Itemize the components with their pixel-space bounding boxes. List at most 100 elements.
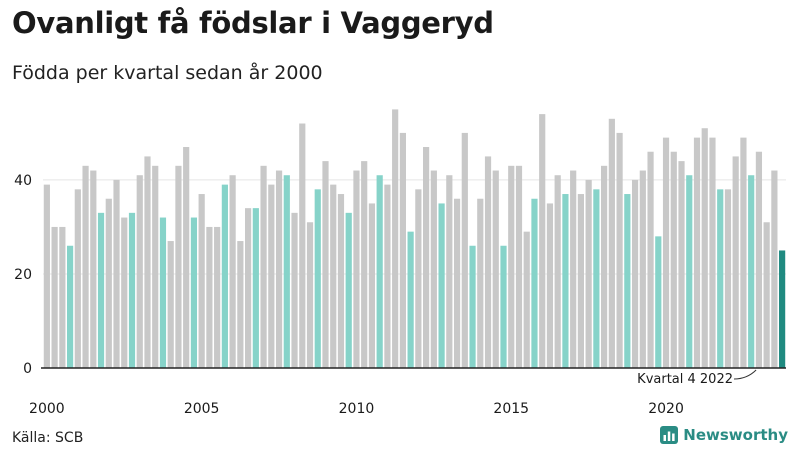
bar: 2006 Q1: 41	[229, 175, 236, 368]
chart-title: Ovanligt få födslar i Vaggeryd	[12, 6, 494, 40]
bar: 2012 Q2: 47	[423, 147, 430, 368]
bar: 2015 Q2: 43	[515, 165, 523, 368]
bar: 2021 Q2: 51	[701, 128, 708, 368]
y-tick-label: 40	[14, 173, 32, 189]
bar: 2005 Q3: 30	[214, 226, 221, 368]
bar: 2014 Q2: 45	[484, 156, 492, 368]
bar: 2018 Q2: 53	[608, 118, 615, 368]
bar: 2006 Q2: 27	[237, 241, 244, 368]
bar: 2017 Q1: 42	[570, 170, 577, 368]
bar: 2016 Q2: 35	[546, 203, 554, 368]
newsworthy-logo-icon	[660, 426, 679, 444]
annotation: Kvartal 4 2022	[637, 369, 757, 387]
source-note: Källa: SCB	[12, 430, 84, 446]
bar: 2014 Q3: 42	[492, 170, 499, 368]
bar: 2010 Q3: 35	[368, 203, 376, 368]
bars: 2000 Q1: 392000 Q2: 302000 Q3: 302000 Q4…	[43, 109, 786, 369]
bar: 2016 Q3: 41	[554, 175, 561, 368]
bar: 2012 Q4: 35	[438, 203, 445, 368]
bar: 2022 Q2: 45	[732, 156, 739, 368]
y-axis-ticks: 0 20 40	[14, 173, 32, 377]
bar: 2013 Q3: 50	[461, 132, 468, 368]
bar-chart: 2000 Q1: 392000 Q2: 302000 Q3: 302000 Q4…	[14, 109, 786, 417]
bar: 2020 Q3: 44	[678, 161, 685, 368]
chart-subtitle: Födda per kvartal sedan år 2000	[12, 62, 323, 84]
bar: 2001 Q4: 33	[97, 212, 105, 368]
bar: 2003 Q3: 43	[152, 165, 159, 368]
x-tick-label: 2000	[29, 401, 65, 417]
bar: 2020 Q4: 41	[686, 175, 693, 368]
bar: 2017 Q2: 37	[577, 194, 584, 368]
bar: 2014 Q4: 26	[500, 245, 507, 368]
bar: 2018 Q3: 50	[616, 132, 623, 368]
bar: 2019 Q4: 28	[655, 236, 662, 368]
annotation-label: Kvartal 4 2022	[637, 372, 733, 387]
bar: 2016 Q4: 37	[562, 194, 569, 368]
bar: 2001 Q1: 38	[74, 189, 81, 368]
bar: 2006 Q4: 34	[252, 208, 259, 368]
bar-highlighted: undefined: 25	[779, 250, 786, 368]
bar: 2015 Q4: 36	[531, 198, 538, 368]
bar: 2010 Q2: 44	[361, 161, 368, 368]
x-tick-label: 2010	[339, 401, 375, 417]
bar: 2007 Q2: 39	[268, 184, 275, 368]
bar: 2016 Q1: 54	[539, 114, 546, 368]
bar: 2004 Q2: 43	[175, 165, 182, 368]
bar: 2008 Q4: 38	[314, 189, 321, 368]
bar: 2007 Q1: 43	[260, 165, 267, 368]
annotation-arrow	[733, 369, 757, 380]
bar: 2022 Q3: 49	[740, 137, 747, 368]
x-axis-ticks: 2000 2005 2010 2015 2020	[29, 401, 684, 417]
bar: 2006 Q3: 34	[245, 208, 252, 368]
bar: 2022 Q4: 41	[748, 175, 755, 368]
bar: undefined: 42	[771, 170, 778, 368]
y-tick-label: 0	[23, 361, 32, 377]
bar: 2019 Q2: 42	[639, 170, 646, 368]
bar: 2005 Q4: 39	[221, 184, 228, 368]
bar: 2017 Q3: 40	[585, 179, 592, 368]
bar: 2009 Q2: 39	[330, 184, 337, 368]
bar: 2020 Q1: 49	[662, 137, 670, 368]
bar: 2012 Q1: 38	[415, 189, 422, 368]
bar: 2003 Q1: 41	[136, 175, 143, 368]
bar: 2009 Q3: 37	[337, 194, 345, 368]
y-tick-label: 20	[14, 267, 32, 283]
bar: 2021 Q1: 49	[693, 137, 701, 368]
bar: 2013 Q1: 41	[446, 175, 453, 368]
brand[interactable]: Newsworthy	[660, 426, 788, 444]
bar: 2000 Q2: 30	[51, 226, 58, 368]
bar: 2004 Q1: 27	[167, 241, 174, 368]
bar: 2004 Q3: 47	[183, 147, 190, 368]
bar: 2002 Q2: 40	[113, 179, 120, 368]
bar: 2000 Q4: 26	[66, 245, 74, 368]
bar: 2011 Q2: 55	[392, 109, 399, 369]
bar: 2003 Q2: 45	[144, 156, 151, 368]
bar: undefined: 31	[763, 222, 770, 368]
bar: 2022 Q1: 38	[724, 189, 732, 368]
bar: 2002 Q3: 32	[121, 217, 128, 368]
bar: 2021 Q3: 49	[709, 137, 716, 368]
bar: 2014 Q1: 36	[477, 198, 484, 368]
bar: undefined: 46	[755, 151, 763, 368]
bar: 2011 Q3: 50	[399, 132, 406, 368]
bar: 2018 Q4: 37	[624, 194, 631, 368]
bar: 2017 Q4: 38	[593, 189, 600, 368]
bar: 2011 Q1: 39	[384, 184, 391, 368]
bar: 2018 Q1: 43	[601, 165, 608, 368]
bar: 2008 Q1: 33	[291, 212, 298, 368]
bar: 2015 Q1: 43	[508, 165, 515, 368]
bar: 2009 Q4: 33	[345, 212, 352, 368]
bar: 2001 Q3: 42	[90, 170, 97, 368]
bar: 2020 Q2: 46	[670, 151, 677, 368]
bar: 2009 Q1: 44	[322, 161, 329, 368]
bar: 2002 Q4: 33	[128, 212, 136, 368]
bar: 2007 Q3: 42	[275, 170, 283, 368]
bar: 2001 Q2: 43	[82, 165, 89, 368]
gridlines	[43, 179, 786, 275]
bar: 2008 Q2: 52	[299, 123, 306, 368]
brand-name: Newsworthy	[683, 426, 788, 444]
bar: 2019 Q1: 40	[631, 179, 639, 368]
bar: 2007 Q4: 41	[283, 175, 290, 368]
bar: 2004 Q4: 32	[190, 217, 198, 368]
bar: 2000 Q3: 30	[59, 226, 66, 368]
